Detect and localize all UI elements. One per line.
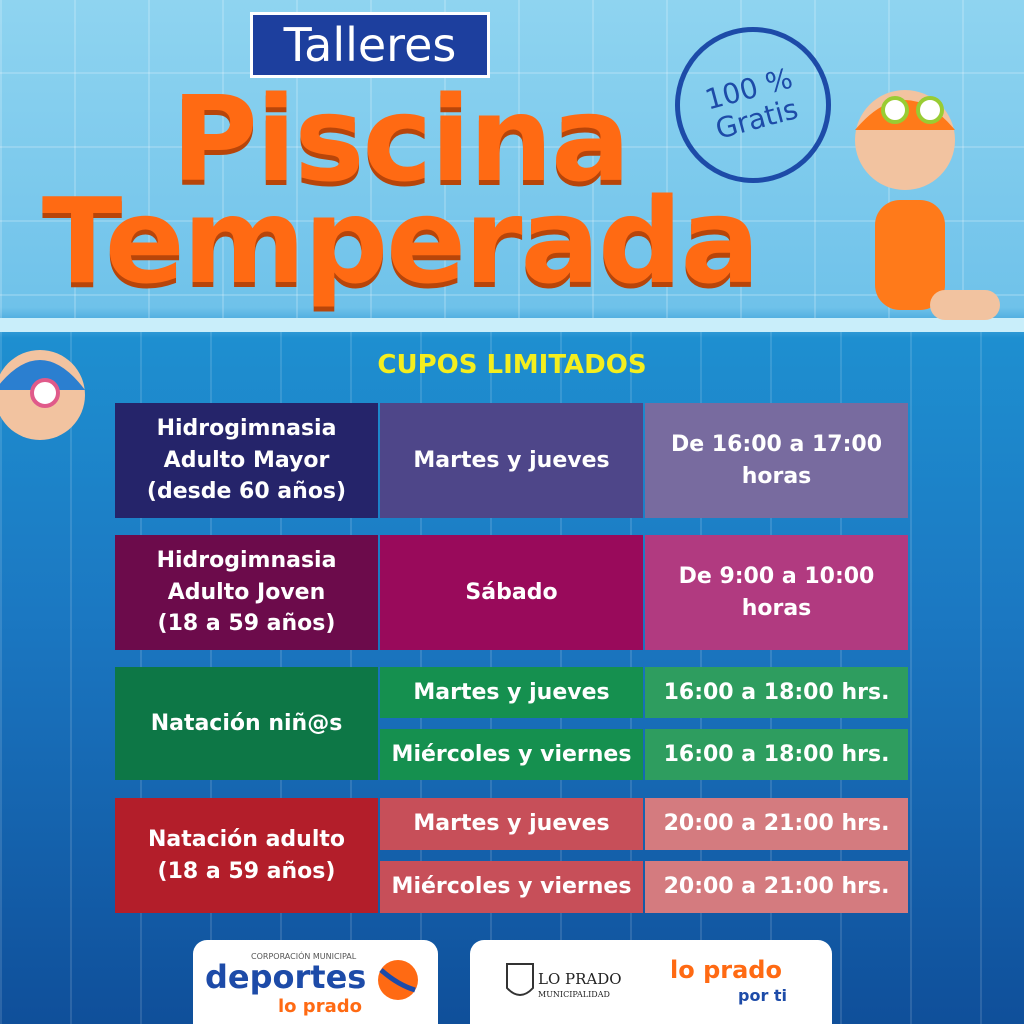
cell-text: 16:00 a 18:00 hrs. — [663, 679, 890, 705]
logo-text: por ti — [738, 986, 788, 1005]
wall-tiles — [0, 0, 1024, 320]
days-cell: Martes y jueves — [380, 403, 643, 518]
cell-text: Miércoles y viernes — [391, 741, 632, 767]
cell-text: Hidrogimnasia — [156, 547, 337, 573]
cell-text: Natación adulto — [147, 826, 346, 852]
notice: CUPOS LIMITADOS — [377, 350, 647, 380]
time-cell: De 9:00 a 10:00 horas — [645, 535, 908, 650]
logo-text: CORPORACIÓN MUNICIPAL — [251, 952, 357, 961]
cell-text: De 16:00 a 17:00 — [670, 431, 883, 457]
cell-text: Martes y jueves — [413, 679, 610, 705]
pool-edge — [0, 318, 1024, 332]
time-cell: 20:00 a 21:00 hrs. — [645, 798, 908, 850]
activity-cell: Hidrogimnasia Adulto Mayor (desde 60 años) — [115, 403, 378, 518]
cell-text: 16:00 a 18:00 hrs. — [663, 741, 890, 767]
logo-ball — [378, 960, 418, 1000]
days-cell: Sábado — [380, 535, 643, 650]
logo-text: lo prado — [278, 996, 362, 1017]
swimmer — [0, 350, 85, 440]
days-cell: Miércoles y viernes — [380, 861, 643, 913]
days-cell: Martes y jueves — [380, 798, 643, 850]
logo-text: LO PRADO — [538, 970, 622, 988]
cell-text: Martes y jueves — [413, 811, 610, 837]
days-cell: Martes y jueves — [380, 667, 643, 718]
cell-text: (18 a 59 años) — [157, 611, 336, 637]
time-cell: 20:00 a 21:00 hrs. — [645, 861, 908, 913]
cell-text: 20:00 a 21:00 hrs. — [663, 811, 890, 837]
cell-text: Miércoles y viernes — [391, 874, 632, 900]
cell-text: (18 a 59 años) — [157, 858, 336, 884]
cell-text: (desde 60 años) — [146, 479, 347, 505]
title: Temperada — [41, 172, 760, 310]
logo-text: deportes — [205, 958, 367, 996]
cell-text: 20:00 a 21:00 hrs. — [663, 874, 890, 900]
logo-text: lo prado — [670, 956, 782, 984]
time-cell: 16:00 a 18:00 hrs. — [645, 729, 908, 780]
activity-cell: Hidrogimnasia Adulto Joven (18 a 59 años) — [115, 535, 378, 650]
cell-text: De 9:00 a 10:00 — [678, 563, 875, 589]
logo-box: LO PRADO MUNICIPALIDAD lo prado por ti — [470, 940, 832, 1024]
cell-text: Sábado — [465, 579, 558, 605]
time-cell: De 16:00 a 17:00 horas — [645, 403, 908, 518]
time-cell: 16:00 a 18:00 hrs. — [645, 667, 908, 718]
cell-text: Martes y jueves — [413, 447, 610, 473]
title: Piscina — [171, 70, 630, 208]
label: Talleres — [250, 12, 490, 78]
cell-text: Adulto Mayor — [163, 447, 330, 473]
cell-text: horas — [741, 595, 812, 621]
swimmer — [855, 90, 1000, 320]
logo-text: MUNICIPALIDAD — [538, 990, 610, 999]
cell-text: Adulto Joven — [167, 579, 326, 605]
cell-text: horas — [741, 463, 812, 489]
logo-crest — [506, 963, 534, 996]
cell-text: Natación niñ@s — [150, 710, 343, 736]
activity-cell: Natación niñ@s — [115, 667, 378, 780]
logo-box: CORPORACIÓN MUNICIPAL deportes lo prado — [193, 940, 438, 1024]
cell-text: Hidrogimnasia — [156, 415, 337, 441]
days-cell: Miércoles y viernes — [380, 729, 643, 780]
activity-cell: Natación adulto (18 a 59 años) — [115, 798, 378, 913]
